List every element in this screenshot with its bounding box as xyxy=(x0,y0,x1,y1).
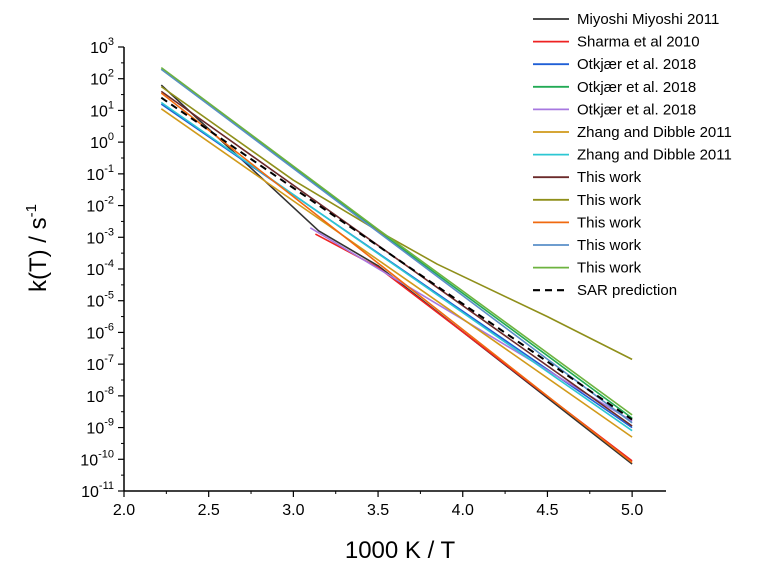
y-tick-label: 103 xyxy=(90,36,114,57)
x-tick-label: 4.0 xyxy=(452,502,474,519)
y-tick-label: 10-2 xyxy=(86,195,114,216)
y-tick-label: 10-11 xyxy=(81,480,114,501)
series-line-6 xyxy=(160,108,633,438)
x-tick-label: 2.5 xyxy=(198,502,220,519)
legend-label: SAR prediction xyxy=(577,282,677,299)
y-axis-title-exponent: -1 xyxy=(23,204,40,217)
y-tick-group: 103 102 101 100 10-1 10-2 10-3 10-4 10-5 10-6 10-7… xyxy=(80,36,124,501)
series-line-8 xyxy=(160,90,633,427)
y-tick-label: 10-3 xyxy=(86,226,114,247)
series-line-11 xyxy=(160,68,633,424)
legend-label: This work xyxy=(577,214,642,231)
y-tick-label: 10-10 xyxy=(80,448,114,469)
legend-label: This work xyxy=(577,169,642,186)
x-tick-group: 2.0 2.5 3.0 3.5 4.0 4.5 5.0 xyxy=(113,491,643,519)
legend-label: This work xyxy=(577,237,642,254)
x-tick-label: 4.5 xyxy=(536,502,558,519)
y-tick-label: 102 xyxy=(90,68,114,89)
legend-label: Miyoshi Miyoshi 2011 xyxy=(577,11,719,28)
y-axis-title-base: k(T) / s xyxy=(25,217,52,292)
y-tick-label: 10-7 xyxy=(86,353,114,374)
x-axis-title: 1000 K / T xyxy=(345,537,456,564)
legend: Miyoshi Miyoshi 2011 Sharma et al 2010 Otk… xyxy=(533,11,732,299)
legend-label: This work xyxy=(577,260,642,277)
x-tick-label: 3.0 xyxy=(282,502,304,519)
legend-label: Zhang and Dibble 2011 xyxy=(577,147,732,164)
plot-lines xyxy=(160,66,633,465)
y-tick-label: 10-5 xyxy=(86,290,114,311)
y-tick-label: 10-1 xyxy=(86,163,114,184)
series-line-9 xyxy=(160,85,633,361)
x-tick-label: 2.0 xyxy=(113,502,135,519)
legend-label: Sharma et al 2010 xyxy=(577,34,700,51)
legend-label: Otkjær et al. 2018 xyxy=(577,56,696,73)
series-line-12 xyxy=(160,66,633,416)
series-line-10 xyxy=(160,92,633,464)
x-tick-label: 5.0 xyxy=(621,502,643,519)
y-tick-label: 10-6 xyxy=(86,321,114,342)
y-tick-label: 10-4 xyxy=(86,258,114,279)
series-line-7 xyxy=(160,101,633,432)
y-tick-label: 100 xyxy=(90,131,114,152)
legend-label: Otkjær et al. 2018 xyxy=(577,101,696,118)
y-tick-label: 101 xyxy=(90,99,114,120)
y-axis-title: k(T) / s-1 xyxy=(23,204,52,292)
legend-label: This work xyxy=(577,192,642,209)
y-tick-label: 10-9 xyxy=(86,417,114,438)
x-tick-label: 3.5 xyxy=(367,502,389,519)
y-tick-label: 10-8 xyxy=(86,385,114,406)
legend-label: Otkjær et al. 2018 xyxy=(577,79,696,96)
legend-label: Zhang and Dibble 2011 xyxy=(577,124,732,141)
